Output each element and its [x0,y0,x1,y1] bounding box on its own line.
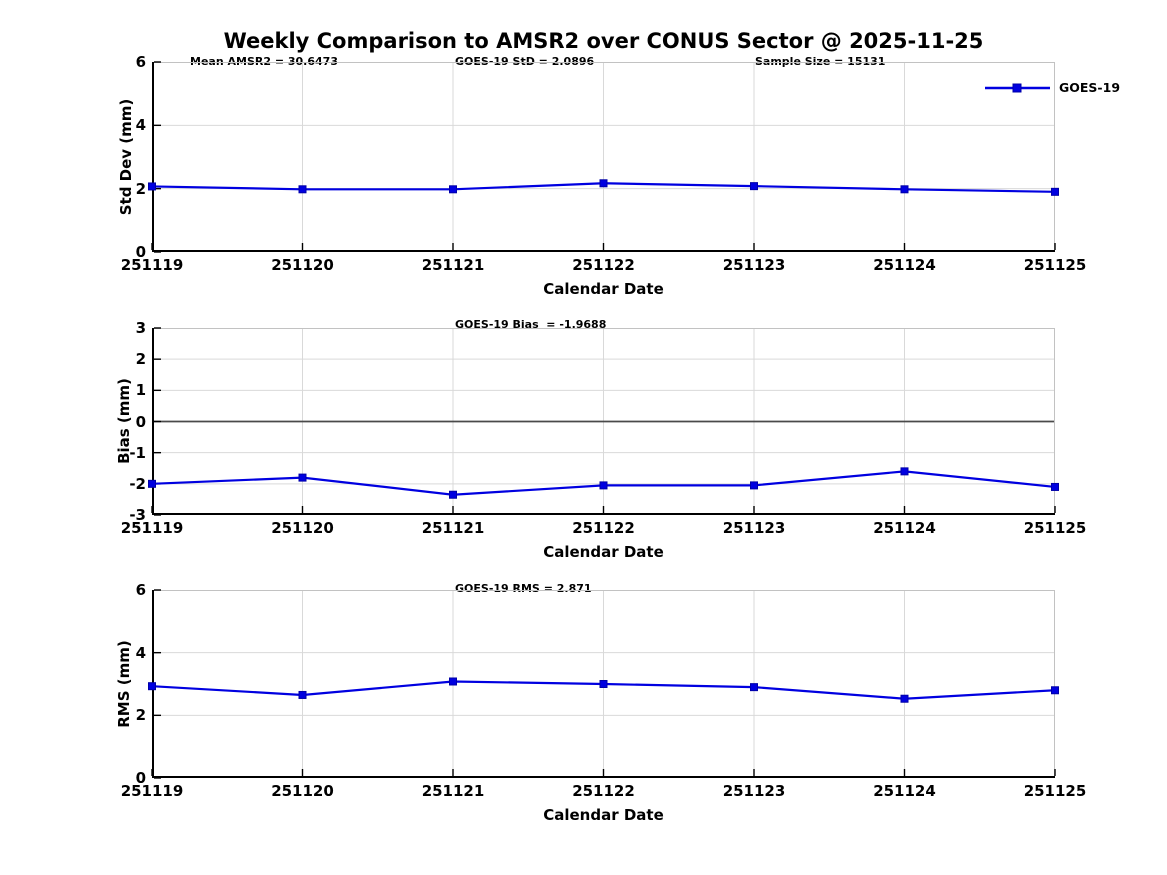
y-tick-label: 2 [135,179,146,198]
data-point-marker [900,467,909,476]
x-tick-label: 251123 [722,519,786,537]
x-tick-label: 251125 [1023,519,1087,537]
data-point-marker [1051,482,1059,491]
y-tick-label: -3 [129,506,146,524]
data-point-marker [750,481,758,490]
data-point-marker [1051,686,1059,695]
y-tick-label: 6 [135,53,146,71]
x-tick-label: 251119 [120,782,184,800]
legend-line-sample [985,83,1050,92]
annotation-goes19-std: GOES-19 StD = 2.0896 [455,55,595,68]
y-tick-label: 4 [135,116,146,135]
legend-marker [1012,83,1022,92]
figure-title: Weekly Comparison to AMSR2 over CONUS Se… [223,29,984,53]
x-tick-label: 251119 [120,519,184,537]
data-point-marker [750,683,758,692]
y-tick-label: 0 [135,243,146,261]
y-tick-label: 6 [135,581,146,599]
x-tick-label: 251125 [1023,782,1087,800]
data-point-marker [148,182,156,191]
x-tick-label: 251123 [722,256,786,274]
x-tick-label: 251125 [1023,256,1087,274]
annotation-goes19-bias: GOES-19 Bias = -1.9688 [455,318,607,331]
y-tick-label: 2 [135,350,146,369]
annotation-mean-amsr2: Mean AMSR2 = 30.6473 [190,55,338,68]
data-point-marker [449,185,457,194]
x-tick-label: 251124 [873,256,936,274]
data-point-marker [298,473,307,482]
data-point-marker [599,680,608,688]
x-tick-label: 251121 [421,782,485,800]
y-tick-label: 3 [135,319,146,337]
legend: GOES-19 [985,80,1120,95]
data-point-marker [148,479,156,488]
y-tick-label: 2 [135,706,146,725]
data-point-marker [449,677,457,686]
x-tick-label: 251120 [271,256,334,274]
data-point-marker [1051,187,1059,196]
annotation-sample-size: Sample Size = 15131 [755,55,886,68]
data-point-marker [599,481,608,490]
x-tick-label: 251122 [572,782,635,800]
stddev-plot-canvas [148,61,1059,253]
annotation-goes19-rms: GOES-19 RMS = 2.871 [455,582,592,595]
x-axis-label-rms: Calendar Date [543,806,664,824]
y-tick-label: -1 [129,443,146,462]
legend-label: GOES-19 [1059,80,1121,95]
data-point-marker [750,182,758,191]
x-tick-label: 251121 [421,519,485,537]
x-axis-label-bias: Calendar Date [543,543,664,561]
data-point-marker [298,690,307,699]
x-tick-label: 251121 [421,256,485,274]
x-tick-label: 251124 [873,782,936,800]
y-tick-label: 4 [135,643,146,662]
x-tick-label: 251123 [722,782,786,800]
x-tick-label: 251124 [873,519,936,537]
y-tick-label: 0 [135,769,146,787]
data-point-marker [449,490,457,499]
data-point-marker [599,179,608,188]
rms-plot-canvas [148,589,1059,779]
bias-plot-canvas [148,327,1059,516]
data-point-marker [900,185,909,194]
data-point-marker [900,694,909,703]
x-tick-label: 251120 [271,782,334,800]
y-tick-label: 0 [135,412,146,431]
data-point-marker [148,682,156,691]
x-tick-label: 251122 [572,256,635,274]
x-tick-label: 251122 [572,519,635,537]
y-tick-label: -2 [129,474,146,493]
x-tick-label: 251120 [271,519,334,537]
x-axis-label-stddev: Calendar Date [543,280,664,298]
data-point-marker [298,185,307,194]
x-tick-label: 251119 [120,256,184,274]
y-tick-label: 1 [135,381,146,400]
